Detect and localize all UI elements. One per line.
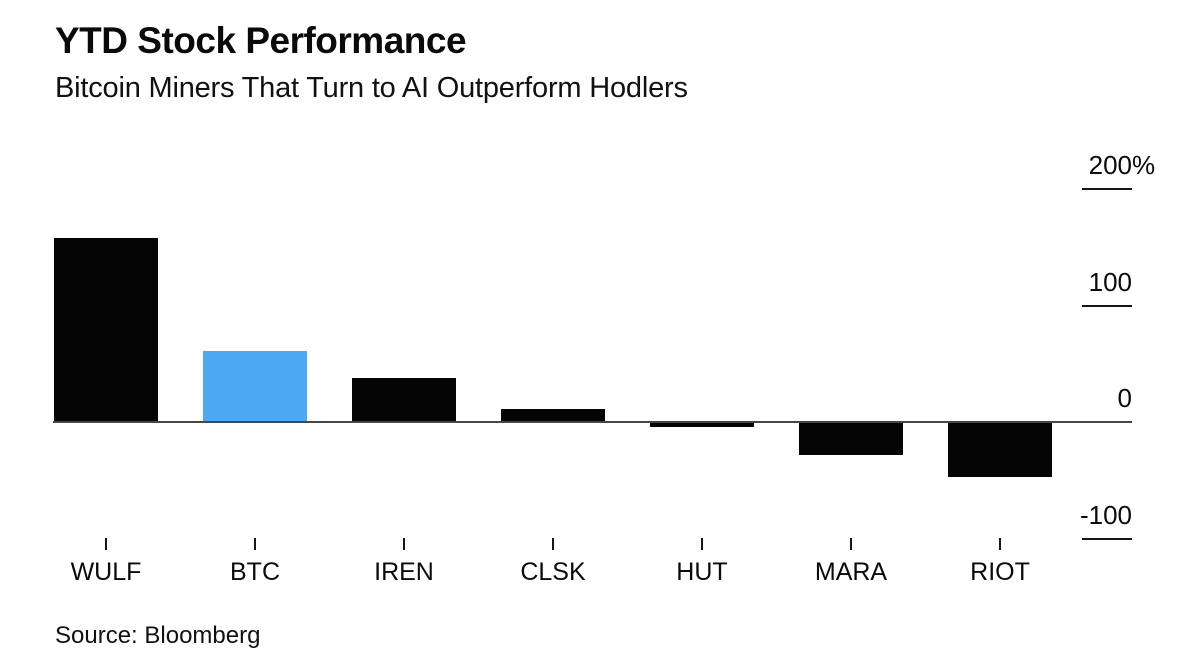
y-tick-label: -100	[1079, 499, 1132, 530]
bar-clsk	[501, 409, 605, 422]
x-tick-line	[701, 538, 703, 550]
y-tick-line	[1082, 537, 1132, 540]
x-axis-line	[53, 421, 1132, 423]
x-tick-label-riot: RIOT	[970, 558, 1030, 586]
bar-riot	[948, 422, 1052, 477]
x-tick-line	[403, 538, 405, 550]
x-tick-line	[999, 538, 1001, 550]
y-tick-label: 100	[1088, 266, 1132, 297]
x-tick-line	[552, 538, 554, 550]
bar-iren	[352, 377, 456, 422]
x-tick-label-mara: MARA	[814, 558, 888, 586]
x-tick-label-iren: IREN	[374, 558, 434, 586]
bar-wulf	[54, 237, 158, 422]
y-tick-label: 200%	[1088, 150, 1156, 180]
chart-subtitle: Bitcoin Miners That Turn to AI Outperfor…	[55, 72, 688, 104]
x-tick-label-wulf: WULF	[70, 558, 142, 586]
bar-hut	[650, 422, 754, 427]
y-tick-line	[1082, 304, 1132, 307]
x-tick-label-clsk: CLSK	[520, 558, 586, 586]
chart-title: YTD Stock Performance	[55, 20, 467, 61]
x-tick-line	[850, 538, 852, 550]
x-tick-label-btc: BTC	[230, 558, 280, 586]
x-tick-label-hut: HUT	[676, 558, 728, 586]
bar-btc	[203, 350, 307, 422]
bar-mara	[799, 422, 903, 455]
x-tick-line	[254, 538, 256, 550]
x-tick-line	[105, 538, 107, 550]
source-note: Source: Bloomberg	[55, 622, 261, 649]
y-axis-unit: %	[1132, 150, 1156, 180]
y-tick-line	[1082, 188, 1132, 190]
y-tick-label: 0	[1117, 383, 1132, 413]
